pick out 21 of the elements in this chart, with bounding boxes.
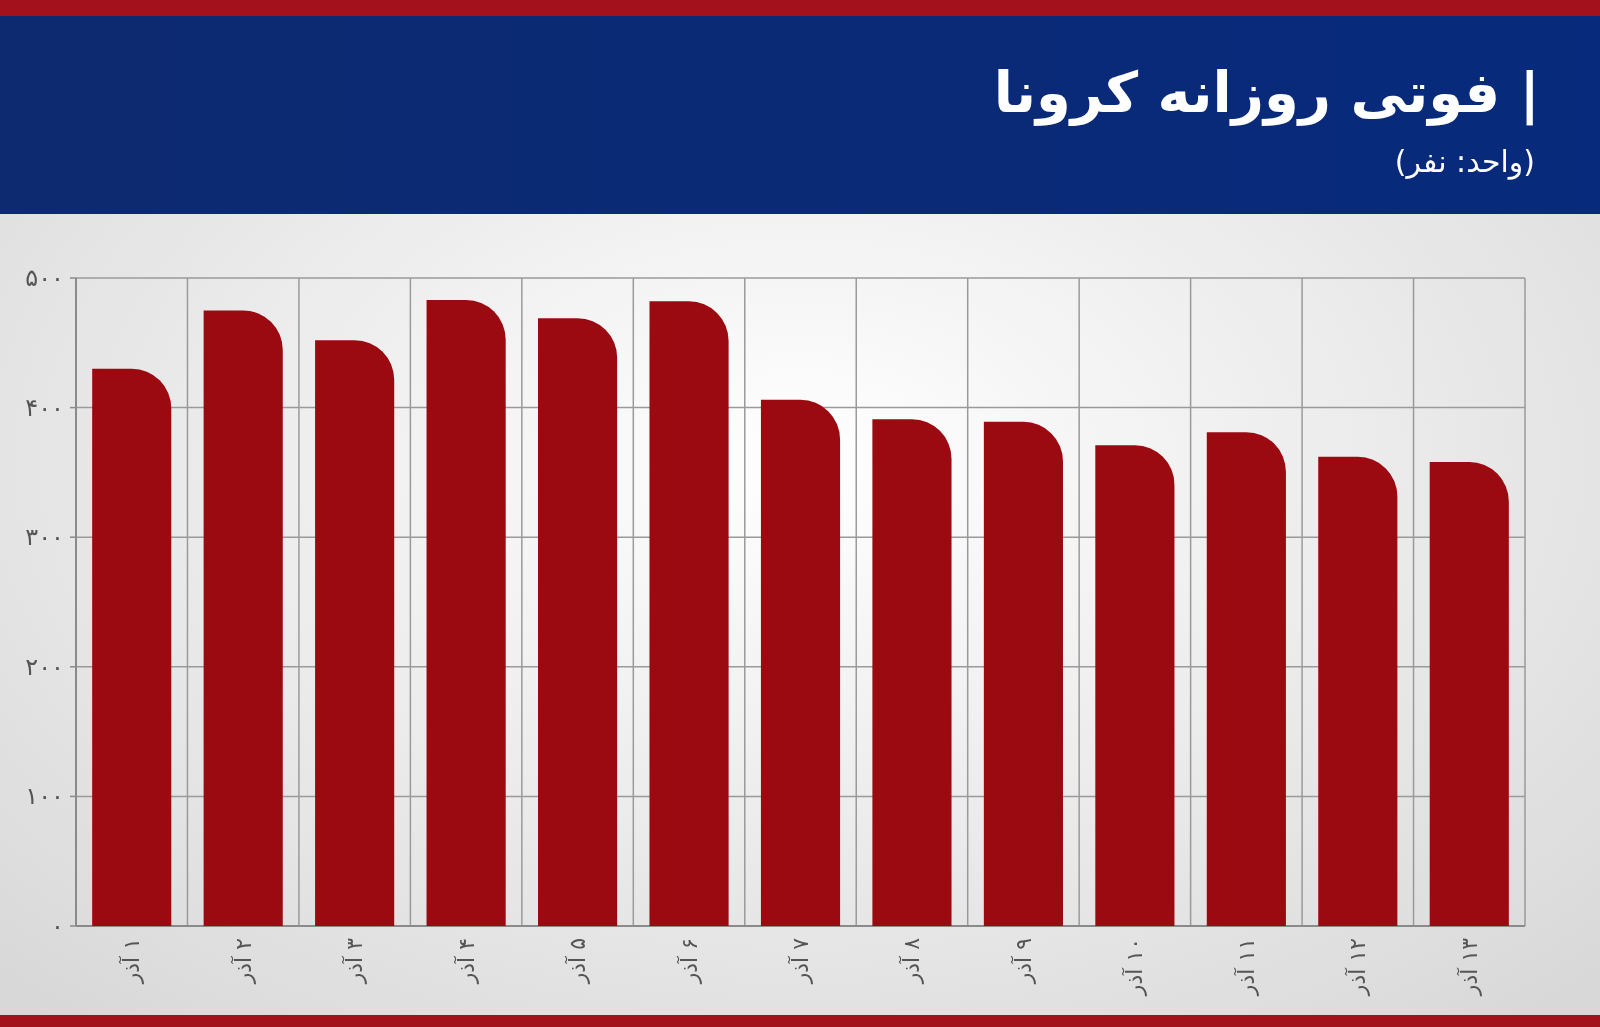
ytick: ۴۰۰	[25, 393, 64, 422]
xtick: ۱۳ آذر	[1456, 938, 1482, 996]
xtick: ۴ آذر	[453, 938, 479, 984]
xtick: ۲ آذر	[230, 938, 256, 984]
xtick: ۱۰ آذر	[1122, 938, 1148, 996]
xtick: ۹ آذر	[1010, 938, 1036, 984]
subtitle: (واحد: نفر)	[1394, 144, 1535, 179]
xtick: ۷ آذر	[788, 938, 813, 984]
xtick: ۵ آذر	[565, 938, 591, 984]
xtick: ۸ آذر	[899, 938, 925, 984]
ytick: ۳۰۰	[25, 523, 64, 552]
ytick: ۱۰۰	[25, 782, 64, 811]
xtick: ۱ آذر	[119, 938, 145, 984]
ytick: ۲۰۰	[25, 652, 64, 681]
xtick: ۱۲ آذر	[1345, 938, 1371, 996]
xtick: ۶ آذر	[676, 938, 702, 984]
ytick: ۰	[51, 912, 64, 940]
ytick: ۵۰۰	[25, 264, 64, 292]
xtick: ۳ آذر	[342, 938, 368, 984]
xtick: ۱۱ آذر	[1233, 938, 1259, 996]
title: | فوتی روزانه کرونا	[993, 60, 1540, 125]
